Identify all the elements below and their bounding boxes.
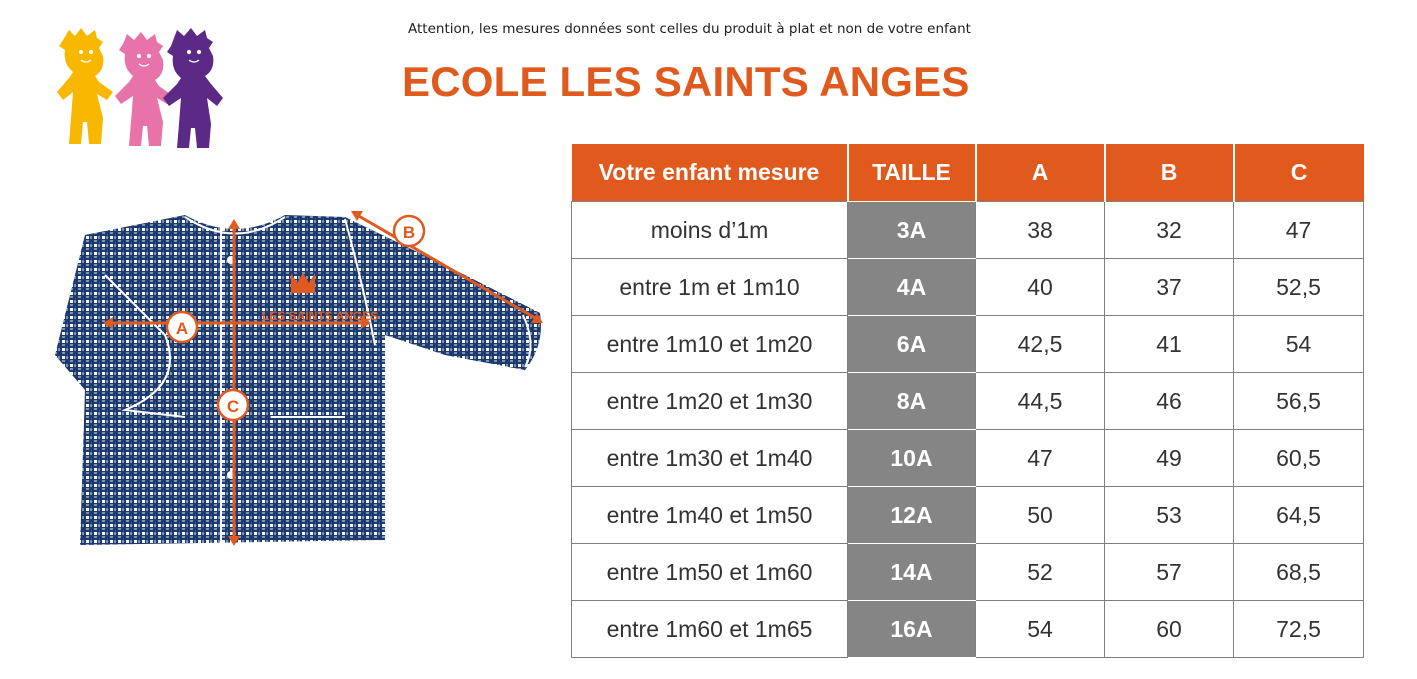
page-title: ECOLE LES SAINTS ANGES: [402, 58, 970, 105]
table-row: entre 1m50 et 1m60 14A 52 57 68,5: [571, 543, 1364, 601]
cell-a: 50: [975, 486, 1105, 544]
svg-text:LES SAINTS ANGES: LES SAINTS ANGES: [262, 309, 378, 323]
marker-a: A: [165, 310, 199, 344]
cell-c: 72,5: [1233, 600, 1364, 658]
svg-text:A: A: [176, 319, 188, 338]
cell-b: 41: [1104, 315, 1234, 373]
measure-b-line: [351, 211, 543, 323]
svg-text:B: B: [403, 223, 415, 242]
table-row: entre 1m30 et 1m40 10A 47 49 60,5: [571, 429, 1364, 487]
cell-c: 47: [1233, 201, 1364, 259]
cell-taille: 14A: [847, 543, 976, 601]
cell-mesure: moins d’1m: [571, 201, 848, 259]
purple-child-figure: [163, 28, 223, 148]
table-row: entre 1m20 et 1m30 8A 44,5 46 56,5: [571, 372, 1364, 430]
measure-c-line: [228, 219, 240, 546]
school-logo: [55, 18, 235, 148]
table-row: entre 1m40 et 1m50 12A 50 53 64,5: [571, 486, 1364, 544]
measure-a-line: [103, 317, 371, 329]
table-row: entre 1m10 et 1m20 6A 42,5 41 54: [571, 315, 1364, 373]
cell-taille: 4A: [847, 258, 976, 316]
cell-a: 54: [975, 600, 1105, 658]
embroidery-logo: LES SAINTS ANGES: [262, 273, 378, 323]
pink-child-figure: [115, 32, 173, 146]
cell-mesure: entre 1m30 et 1m40: [571, 429, 848, 487]
cell-a: 38: [975, 201, 1105, 259]
gingham-smock-illustration-icon: LES SAINTS ANGES A B: [55, 211, 543, 546]
cell-b: 49: [1104, 429, 1234, 487]
cell-a: 42,5: [975, 315, 1105, 373]
sleeve-seam-right: [344, 218, 376, 346]
cell-c: 52,5: [1233, 258, 1364, 316]
cell-mesure: entre 1m40 et 1m50: [571, 486, 848, 544]
table-row: entre 1m60 et 1m65 16A 54 60 72,5: [571, 600, 1364, 658]
yellow-child-figure: [57, 28, 113, 144]
cell-mesure: entre 1m60 et 1m65: [571, 600, 848, 658]
cell-taille: 6A: [847, 315, 976, 373]
garment-illustration: LES SAINTS ANGES A B: [45, 195, 555, 560]
size-chart-table: Votre enfant mesure TAILLE A B C moins d…: [571, 144, 1364, 658]
cell-c: 54: [1233, 315, 1364, 373]
pocket-left: [104, 274, 186, 418]
cell-c: 60,5: [1233, 429, 1364, 487]
marker-c: C: [216, 388, 250, 422]
smock-body: [55, 215, 541, 545]
sleeve-cuff: [522, 314, 532, 368]
header-b: B: [1103, 144, 1234, 202]
cell-b: 60: [1104, 600, 1234, 658]
header-c: C: [1232, 144, 1364, 202]
header-a: A: [974, 144, 1105, 202]
measurement-notice: Attention, les mesures données sont cell…: [408, 21, 971, 37]
cell-c: 56,5: [1233, 372, 1364, 430]
cell-taille: 3A: [847, 201, 976, 259]
cell-c: 68,5: [1233, 543, 1364, 601]
cell-a: 47: [975, 429, 1105, 487]
cell-taille: 12A: [847, 486, 976, 544]
table-header-row: Votre enfant mesure TAILLE A B C: [571, 144, 1364, 202]
cell-taille: 10A: [847, 429, 976, 487]
cell-c: 64,5: [1233, 486, 1364, 544]
header-mesure: Votre enfant mesure: [571, 144, 848, 202]
cell-mesure: entre 1m10 et 1m20: [571, 315, 848, 373]
cell-taille: 8A: [847, 372, 976, 430]
cell-b: 53: [1104, 486, 1234, 544]
cell-taille: 16A: [847, 600, 976, 658]
table-row: entre 1m et 1m10 4A 40 37 52,5: [571, 258, 1364, 316]
cell-a: 52: [975, 543, 1105, 601]
marker-b: B: [392, 214, 426, 248]
cell-a: 44,5: [975, 372, 1105, 430]
three-children-logo-icon: [57, 28, 223, 148]
header-taille: TAILLE: [846, 144, 976, 202]
cell-b: 37: [1104, 258, 1234, 316]
cell-b: 57: [1104, 543, 1234, 601]
table-row: moins d’1m 3A 38 32 47: [571, 201, 1364, 259]
cell-mesure: entre 1m20 et 1m30: [571, 372, 848, 430]
logo-faces: [78, 49, 202, 67]
svg-text:C: C: [227, 397, 239, 416]
cell-b: 46: [1104, 372, 1234, 430]
cell-a: 40: [975, 258, 1105, 316]
cell-b: 32: [1104, 201, 1234, 259]
cell-mesure: entre 1m et 1m10: [571, 258, 848, 316]
cell-mesure: entre 1m50 et 1m60: [571, 543, 848, 601]
